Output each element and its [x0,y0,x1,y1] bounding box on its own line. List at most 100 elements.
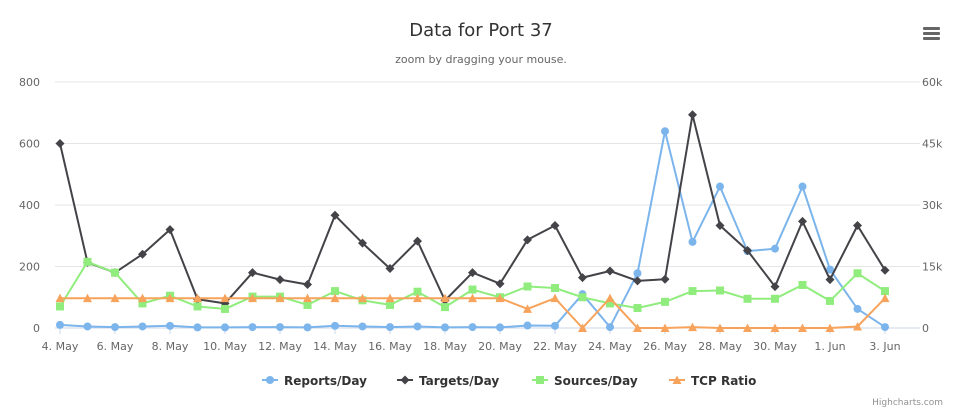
data-point[interactable] [716,182,724,191]
data-point[interactable] [330,210,340,220]
data-point[interactable] [495,293,505,303]
data-point[interactable] [633,304,642,313]
legend-marker[interactable] [266,376,274,384]
data-point[interactable] [193,293,202,303]
data-point[interactable] [56,302,64,311]
legend-item[interactable]: TCP Ratio [669,374,756,388]
data-point[interactable] [605,266,615,276]
data-point[interactable] [880,265,890,275]
data-point[interactable] [661,127,669,136]
data-point[interactable] [138,299,147,308]
data-point[interactable] [660,323,670,333]
data-point[interactable] [468,323,477,332]
data-point[interactable] [165,225,175,235]
data-point[interactable] [688,110,697,120]
data-point[interactable] [770,323,780,333]
data-point[interactable] [853,304,862,313]
data-point[interactable] [275,293,285,303]
data-point[interactable] [771,244,779,253]
data-point[interactable] [275,275,285,285]
legend-marker[interactable] [400,375,410,385]
data-point[interactable] [56,320,64,329]
data-point[interactable] [825,275,835,285]
data-point[interactable] [826,296,834,305]
data-point[interactable] [441,323,449,332]
data-point[interactable] [248,293,257,303]
data-point[interactable] [165,293,175,303]
data-point[interactable] [551,284,559,293]
data-point[interactable] [578,323,587,333]
data-point[interactable] [110,293,120,303]
data-point[interactable] [798,280,807,289]
data-point[interactable] [825,323,835,333]
data-point[interactable] [826,265,834,274]
data-point[interactable] [770,282,780,292]
data-point[interactable] [853,269,862,278]
data-point[interactable] [441,303,449,312]
data-point[interactable] [660,274,670,284]
data-point[interactable] [303,300,312,309]
data-point[interactable] [413,287,422,296]
data-point[interactable] [248,268,257,278]
data-point[interactable] [688,237,697,246]
data-point[interactable] [386,323,394,332]
data-point[interactable] [413,236,422,246]
data-point[interactable] [523,304,532,313]
data-point[interactable] [606,323,614,332]
credits-link[interactable]: Highcharts.com [872,398,943,408]
data-point[interactable] [385,264,395,274]
data-point[interactable] [358,293,367,303]
data-point[interactable] [111,323,119,332]
data-point[interactable] [138,249,147,259]
data-point[interactable] [880,293,890,303]
data-point[interactable] [358,238,367,248]
data-point[interactable] [221,304,229,313]
data-point[interactable] [523,321,532,330]
data-point[interactable] [523,282,532,291]
data-point[interactable] [743,246,752,256]
data-point[interactable] [138,293,147,303]
data-point[interactable] [605,293,615,303]
data-point[interactable] [633,323,642,333]
data-point[interactable] [523,235,532,245]
data-point[interactable] [798,216,807,226]
data-point[interactable] [551,321,559,330]
data-point[interactable] [716,286,724,295]
legend-item[interactable]: Reports/Day [262,374,367,388]
data-point[interactable] [55,293,65,303]
data-point[interactable] [303,280,312,290]
data-point[interactable] [578,293,587,302]
data-point[interactable] [166,321,174,330]
data-point[interactable] [248,323,257,332]
data-point[interactable] [743,294,752,303]
data-point[interactable] [495,279,505,289]
data-point[interactable] [55,139,65,148]
data-point[interactable] [138,322,147,331]
data-point[interactable] [715,323,725,333]
data-point[interactable] [221,323,229,332]
data-point[interactable] [853,221,862,230]
data-point[interactable] [385,293,395,303]
data-point[interactable] [798,182,807,191]
data-point[interactable] [578,273,587,283]
data-point[interactable] [771,294,779,303]
legend-item[interactable]: Sources/Day [532,374,638,388]
data-point[interactable] [358,322,367,331]
data-point[interactable] [193,323,202,332]
data-point[interactable] [83,257,92,266]
data-point[interactable] [798,323,807,333]
data-point[interactable] [386,300,394,309]
data-point[interactable] [440,293,450,303]
data-point[interactable] [633,269,642,278]
data-point[interactable] [111,268,119,277]
data-point[interactable] [496,323,504,332]
data-point[interactable] [220,293,230,303]
legend-item[interactable]: Targets/Day [397,374,499,388]
data-point[interactable] [303,293,312,303]
data-point[interactable] [193,302,202,311]
data-point[interactable] [715,221,725,230]
data-point[interactable] [330,293,340,303]
data-point[interactable] [303,323,312,332]
legend-marker[interactable] [672,375,682,385]
